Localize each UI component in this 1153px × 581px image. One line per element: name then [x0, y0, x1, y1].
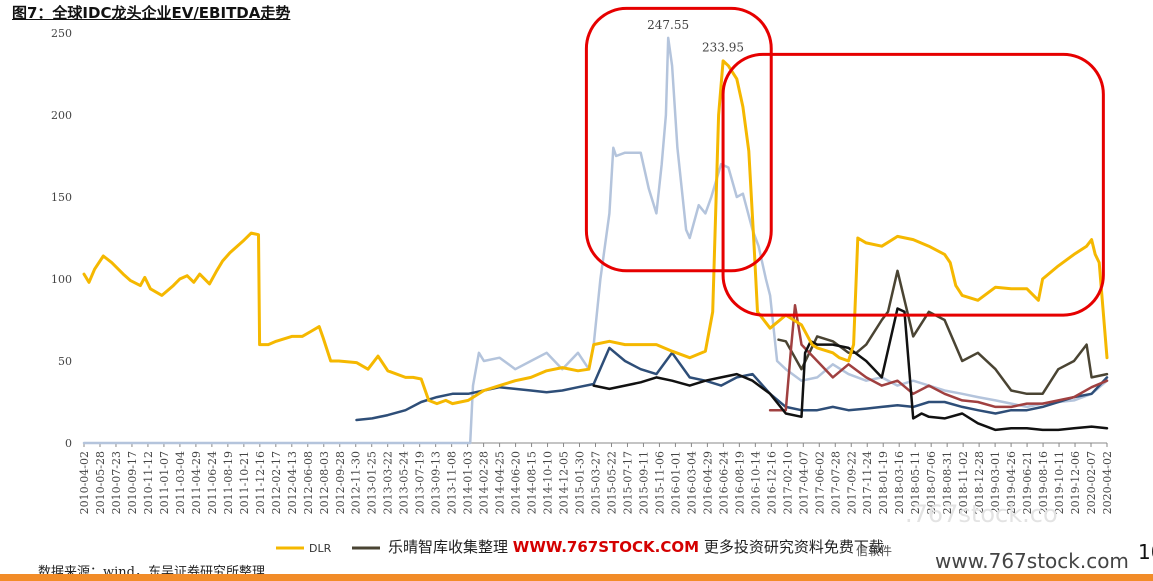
page-number: 10 — [1138, 540, 1153, 564]
x-axis: 2010-04-02 2010-05-28 2010-07-23 2010-09-17… — [78, 442, 1114, 514]
y-axis: 0 50 100 150 200 250 — [51, 27, 72, 450]
x-tick-label: 2011-12-16 — [254, 451, 267, 514]
x-tick-label: 2013-07-19 — [414, 451, 427, 514]
peak-value-label: 247.55 — [647, 18, 689, 32]
olive-line — [777, 269, 1109, 396]
x-tick-label: 2019-03-01 — [989, 451, 1002, 514]
x-tick-label: 2016-06-24 — [717, 451, 730, 514]
x-tick-label: 2012-11-30 — [350, 451, 363, 514]
x-tick-label: 2017-04-07 — [797, 451, 810, 514]
peak-value-label: 233.95 — [702, 40, 744, 54]
x-tick-label: 2019-10-11 — [1053, 451, 1066, 514]
legend-label-dlr: DLR — [309, 542, 332, 555]
x-tick-label: 2015-01-30 — [574, 451, 587, 514]
x-tick-label: 2017-06-02 — [813, 451, 826, 514]
x-tick-label: 2010-11-12 — [142, 451, 155, 514]
x-tick-label: 2011-03-04 — [174, 451, 187, 514]
x-tick-label: 2013-09-13 — [430, 451, 443, 514]
x-tick-label: 2020-02-07 — [1085, 451, 1098, 514]
series-layer — [82, 36, 1109, 445]
x-tick-label: 2019-06-21 — [1021, 451, 1034, 514]
x-tick-label: 2013-03-22 — [382, 451, 395, 514]
watermark-right-url: www.767stock.com — [935, 549, 1129, 573]
x-tick-label: 2015-05-22 — [605, 451, 618, 514]
x-tick-label: 2015-09-11 — [637, 451, 650, 514]
x-tick-label: 2017-07-28 — [829, 451, 842, 514]
dark-blue-line — [355, 346, 1109, 422]
x-tick-label: 2017-09-22 — [845, 451, 858, 514]
x-tick-label: 2018-11-02 — [957, 451, 970, 514]
y-tick-label: 100 — [51, 273, 72, 286]
x-tick-label: 2015-11-06 — [653, 451, 666, 514]
watermark-tail: 更多投资研究资料免费下载 — [703, 538, 884, 556]
x-tick-label: 2020-04-02 — [1101, 451, 1114, 514]
x-tick-label: 2018-03-16 — [893, 451, 906, 514]
x-tick-label: 2011-06-24 — [206, 451, 219, 514]
x-tick-label: 2012-04-13 — [286, 451, 299, 514]
x-tick-label: 2013-05-24 — [398, 451, 411, 514]
x-tick-label: 2010-04-02 — [78, 451, 91, 514]
brown-line — [768, 303, 1109, 412]
y-tick-label: 200 — [51, 109, 72, 122]
black-line — [592, 307, 1109, 432]
x-tick-label: 2010-07-23 — [110, 451, 123, 514]
x-tick-label: 2017-11-24 — [861, 451, 874, 514]
x-tick-label: 2016-03-04 — [685, 451, 698, 514]
watermark-suffix: 信软件 — [856, 544, 893, 558]
x-tick-label: 2016-08-19 — [733, 451, 746, 514]
x-tick-label: 2018-05-11 — [909, 451, 922, 514]
x-tick-label: 2014-01-03 — [462, 451, 475, 514]
x-tick-label: 2014-02-28 — [478, 451, 491, 514]
x-tick-label: 2016-04-29 — [701, 451, 714, 514]
highlight-box-2 — [721, 52, 1105, 317]
dlr-line — [82, 59, 1109, 406]
footer-bar — [0, 574, 1153, 581]
x-tick-label: 2017-02-10 — [781, 451, 794, 514]
x-tick-label: 2013-01-25 — [366, 451, 379, 514]
x-tick-label: 2019-12-06 — [1069, 451, 1082, 514]
x-tick-label: 2018-08-31 — [941, 451, 954, 514]
watermark-main: 乐晴智库收集整理 — [388, 538, 509, 556]
x-tick-label: 2011-04-29 — [190, 451, 203, 514]
x-tick-label: 2014-10-10 — [542, 451, 555, 514]
light-blue-line — [82, 36, 1109, 445]
highlight-box-1 — [584, 6, 773, 273]
watermark-url: WWW.767STOCK.COM — [512, 538, 700, 556]
x-tick-label: 2014-06-20 — [510, 451, 523, 514]
x-tick-label: 2013-11-08 — [446, 451, 459, 514]
legend: DLR — [276, 542, 380, 555]
x-tick-label: 2016-10-14 — [749, 451, 762, 514]
x-tick-label: 2018-12-28 — [973, 451, 986, 514]
y-tick-label: 250 — [51, 27, 72, 40]
x-tick-label: 2016-01-01 — [669, 451, 682, 514]
x-tick-label: 2010-09-17 — [126, 451, 139, 514]
y-tick-label: 50 — [58, 355, 72, 368]
x-tick-label: 2015-07-17 — [621, 451, 634, 514]
x-tick-label: 2012-02-17 — [270, 451, 283, 514]
watermark-banner: 乐晴智库收集整理 WWW.767STOCK.COM 更多投资研究资料免费下载 — [388, 536, 884, 557]
x-tick-label: 2012-08-03 — [318, 451, 331, 514]
chart-title: 图7：全球IDC龙头企业EV/EBITDA走势 — [12, 4, 291, 22]
y-tick-label: 150 — [51, 191, 72, 204]
x-tick-label: 2010-05-28 — [94, 451, 107, 514]
x-tick-label: 2011-01-07 — [158, 451, 171, 514]
x-tick-label: 2011-08-19 — [222, 451, 235, 514]
highlight-boxes — [584, 6, 1105, 317]
x-tick-label: 2018-01-19 — [877, 451, 890, 514]
x-tick-label: 2019-08-16 — [1037, 451, 1050, 514]
watermark-faint: .767stock.co — [905, 500, 1058, 528]
y-tick-label: 0 — [65, 437, 72, 450]
x-tick-label: 2018-07-06 — [925, 451, 938, 514]
x-tick-label: 2016-12-16 — [765, 451, 778, 514]
x-tick-label: 2014-12-05 — [558, 451, 571, 514]
x-tick-label: 2019-04-26 — [1005, 451, 1018, 514]
x-tick-label: 2012-06-08 — [302, 451, 315, 514]
x-tick-label: 2015-03-27 — [590, 451, 603, 514]
x-tick-label: 2012-09-28 — [334, 451, 347, 514]
x-tick-label: 2014-04-25 — [494, 451, 507, 514]
x-tick-label: 2014-08-15 — [526, 451, 539, 514]
x-tick-label: 2011-10-21 — [238, 451, 251, 514]
peak-annotations: 247.55 233.95 — [647, 18, 744, 54]
